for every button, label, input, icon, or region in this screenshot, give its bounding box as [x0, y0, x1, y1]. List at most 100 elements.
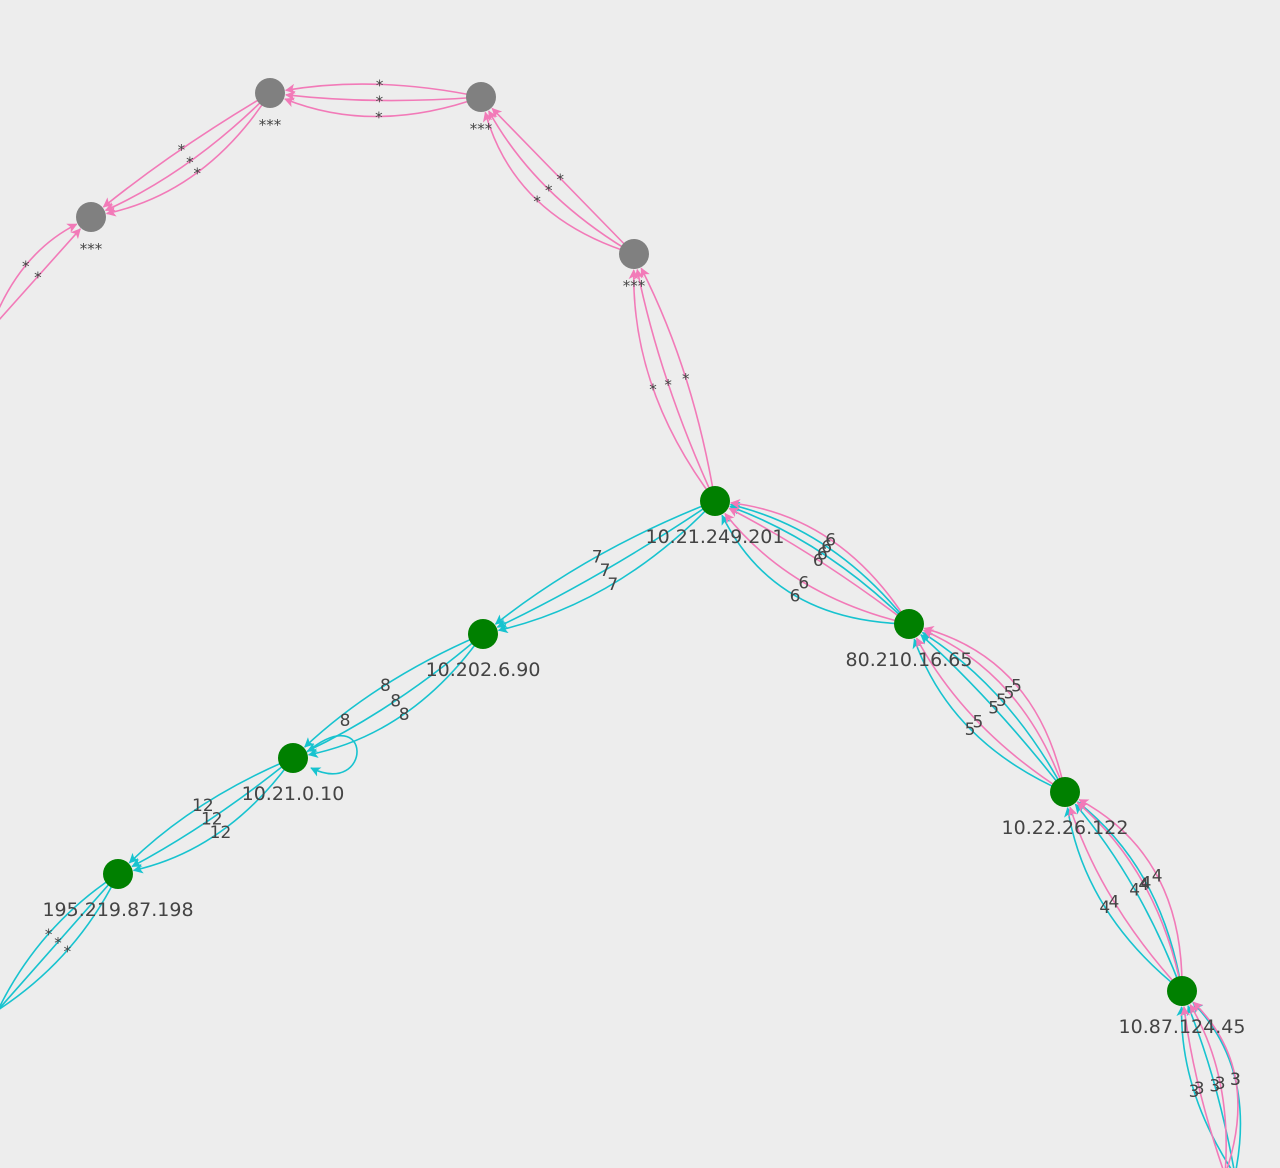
router-node-circle[interactable]: [700, 486, 730, 516]
hidden-hop-circle[interactable]: [76, 202, 106, 232]
edge-label: 5: [988, 698, 999, 718]
edge-pink-2-0[interactable]: [105, 92, 271, 217]
edge-label: 4: [1099, 898, 1110, 918]
edge-label: 6: [821, 538, 832, 558]
node-n-10-21-0-10[interactable]: 10.21.0.10: [242, 743, 345, 805]
node-n-80-210-16-65[interactable]: 80.210.16.65: [846, 609, 973, 671]
edge-label: 3: [1209, 1076, 1220, 1096]
hidden-hop-circle[interactable]: [255, 78, 285, 108]
edge-path: [306, 735, 358, 777]
edge-teal-9-2[interactable]: [729, 504, 910, 625]
edge-path: [491, 107, 635, 255]
edge-teal-7-0[interactable]: [132, 757, 294, 874]
edge-label: 12: [210, 823, 232, 843]
edge-path: [0, 228, 81, 321]
edge-pink-16-2[interactable]: [1192, 1001, 1239, 1168]
edge-pink-16-1[interactable]: [1189, 1004, 1227, 1168]
hidden-hop-circle[interactable]: [466, 82, 496, 112]
edge-pink-10-2[interactable]: [730, 499, 910, 625]
edge-label: 8: [399, 705, 410, 725]
edge-pink-12-2[interactable]: [923, 626, 1066, 793]
edge-label: 5: [1011, 676, 1022, 696]
edge-teal-6-2[interactable]: [304, 633, 484, 748]
router-node-circle[interactable]: [1167, 976, 1197, 1006]
edge-teal-5-1[interactable]: [496, 500, 716, 628]
router-node-circle[interactable]: [468, 619, 498, 649]
edge-path: [0, 873, 119, 1008]
edge-path: [102, 92, 271, 208]
edge-pink-14-1[interactable]: [1076, 801, 1183, 992]
edge-teal-5-0[interactable]: [497, 500, 716, 634]
edge-teal-8-1[interactable]: [0, 873, 119, 1010]
edge-pink-10-0[interactable]: [724, 512, 910, 625]
edge-teal-15-0[interactable]: [1176, 1006, 1235, 1168]
edge-pink-16-0[interactable]: [1180, 1006, 1225, 1168]
edge-teal-11-1[interactable]: [921, 631, 1066, 793]
edge-teal-7-2[interactable]: [128, 757, 294, 864]
router-node-circle[interactable]: [103, 859, 133, 889]
edge-pink-4-0[interactable]: [628, 269, 716, 502]
edge-pink-1-2[interactable]: [284, 83, 482, 98]
edge-pink-0-1[interactable]: [488, 110, 635, 255]
edge-teal-13-2[interactable]: [1076, 801, 1183, 992]
edge-pink-0-0[interactable]: [482, 111, 635, 255]
edge-pink-2-1[interactable]: [104, 92, 271, 212]
edge-label: 3: [1230, 1070, 1241, 1090]
node-label: 10.202.6.90: [426, 659, 541, 681]
node-n-10-21-249-201[interactable]: 10.21.249.201: [645, 486, 785, 548]
edge-pink-14-2[interactable]: [1078, 798, 1183, 992]
edge-teal-11-0[interactable]: [912, 638, 1066, 793]
node-n-star-a[interactable]: ***: [76, 202, 106, 258]
node-n-star-c[interactable]: ***: [466, 82, 496, 138]
router-node-circle[interactable]: [278, 743, 308, 773]
edge-label: 6: [825, 531, 836, 551]
edge-teal-7-1[interactable]: [131, 757, 294, 868]
router-node-circle[interactable]: [894, 609, 924, 639]
edge-pink-4-1[interactable]: [634, 268, 716, 502]
edge-teal-13-0[interactable]: [1064, 806, 1183, 992]
edge-teal-11-2[interactable]: [920, 634, 1066, 793]
node-n-star-d[interactable]: ***: [619, 239, 649, 295]
edge-path: [1076, 801, 1183, 992]
edge-teal-6-0[interactable]: [307, 633, 484, 758]
node-label: 10.22.26.122: [1002, 817, 1129, 839]
edge-pink-10-1[interactable]: [728, 507, 910, 625]
edge-pink-4-2[interactable]: [640, 267, 716, 502]
router-node-circle[interactable]: [1050, 777, 1080, 807]
edge-teal-9-0[interactable]: [721, 514, 910, 625]
edge-pink-3-0[interactable]: [0, 223, 78, 330]
edge-teal-15-1[interactable]: [1186, 1005, 1235, 1168]
node-label: 10.21.249.201: [645, 526, 784, 548]
edge-label: *: [186, 154, 194, 172]
edge-label: 8: [340, 711, 351, 731]
edge-pink-2-2[interactable]: [102, 92, 271, 208]
node-label: 10.87.124.45: [1119, 1016, 1246, 1038]
node-n-10-87-124-45[interactable]: 10.87.124.45: [1119, 976, 1246, 1038]
node-n-10-22-26-122[interactable]: 10.22.26.122: [1002, 777, 1129, 839]
edge-teal-8-0[interactable]: [0, 873, 119, 1010]
edge-pink-12-1[interactable]: [922, 629, 1066, 793]
edge-pink-14-0[interactable]: [1068, 806, 1183, 992]
edge-teal-8-2[interactable]: [0, 873, 119, 1010]
edge-label: *: [533, 192, 541, 210]
edge-teal-6-1[interactable]: [306, 633, 484, 752]
edge-teal-13-1[interactable]: [1074, 803, 1183, 992]
edge-teal-6-3[interactable]: [306, 735, 358, 777]
edge-pink-3-1[interactable]: [0, 228, 81, 330]
edge-path: [1176, 1006, 1232, 1168]
edge-teal-9-1[interactable]: [729, 501, 910, 625]
edge-pink-1-0[interactable]: [284, 96, 482, 118]
node-n-195-219-87-198[interactable]: 195.219.87.198: [42, 859, 194, 921]
edge-path: [729, 504, 910, 625]
edge-pink-1-1[interactable]: [285, 90, 482, 102]
edge-path: [494, 500, 716, 625]
edge-pink-0-2[interactable]: [491, 107, 635, 255]
node-n-star-b[interactable]: ***: [255, 78, 285, 134]
edge-label: 4: [1152, 867, 1163, 887]
edge-pink-12-0[interactable]: [915, 637, 1066, 793]
edge-teal-5-2[interactable]: [494, 500, 716, 625]
hidden-hop-circle[interactable]: [619, 239, 649, 269]
edge-path: [488, 110, 635, 255]
node-n-10-202-6-90[interactable]: 10.202.6.90: [426, 619, 541, 681]
